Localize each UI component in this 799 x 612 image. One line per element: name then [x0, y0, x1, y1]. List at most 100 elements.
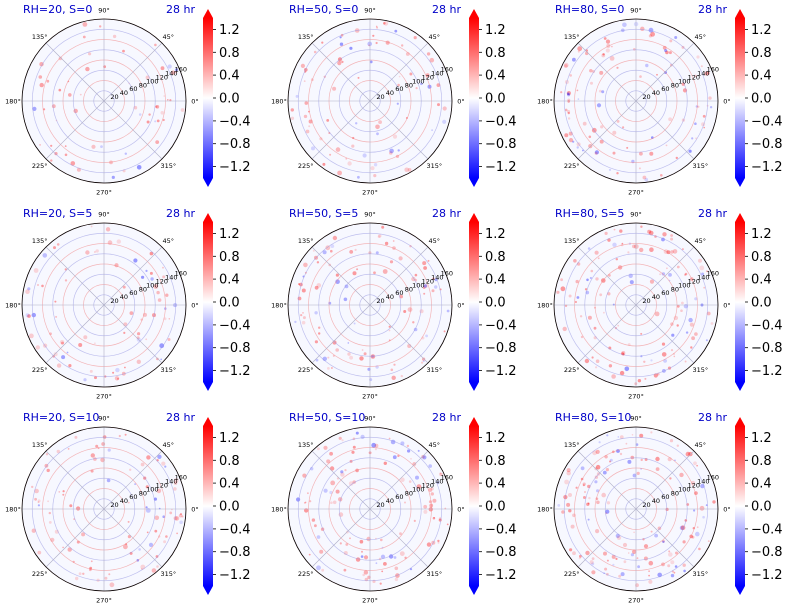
- field-speck: [566, 502, 571, 507]
- field-speck: [321, 41, 324, 44]
- field-speck: [424, 284, 428, 288]
- field-speck: [353, 322, 356, 325]
- field-speck: [301, 288, 306, 293]
- radial-tick-label: 160: [441, 474, 453, 482]
- field-speck: [155, 555, 159, 558]
- angle-tick-label: 90°: [630, 211, 642, 219]
- field-speck: [116, 239, 122, 244]
- field-speck: [363, 352, 367, 356]
- field-speck: [706, 270, 708, 273]
- field-speck: [181, 515, 184, 518]
- field-speck: [605, 468, 609, 472]
- field-speck: [679, 472, 684, 478]
- field-speck: [639, 247, 644, 253]
- field-speck: [335, 279, 340, 284]
- field-speck: [78, 343, 83, 347]
- angle-tick-label: 90°: [98, 7, 110, 15]
- panel-time: 28 hr: [432, 411, 461, 424]
- field-speck: [605, 48, 610, 53]
- angle-tick-label: 0°: [723, 506, 730, 514]
- field-speck: [155, 140, 160, 145]
- radial-tick-label: 80: [139, 285, 147, 293]
- field-speck: [308, 125, 311, 128]
- field-speck: [373, 271, 376, 275]
- field-speck: [355, 431, 359, 435]
- radial-tick-label: 100: [146, 281, 158, 289]
- polar-plot-svg: 0°45°90°135°180°225°270°315°20 40 60 80 1001…: [271, 211, 516, 401]
- field-speck: [665, 144, 668, 147]
- field-speck: [305, 129, 310, 134]
- field-speck: [381, 570, 384, 573]
- field-speck: [173, 516, 178, 521]
- field-speck: [632, 244, 636, 249]
- field-speck: [300, 314, 303, 317]
- field-speck: [376, 26, 378, 29]
- field-speck: [676, 265, 680, 269]
- field-speck: [394, 566, 399, 571]
- colorbar-tick-label: 0.8: [751, 454, 772, 469]
- field-speck: [605, 39, 611, 44]
- field-speck: [29, 333, 34, 339]
- field-speck: [407, 168, 412, 172]
- field-speck: [662, 540, 665, 543]
- field-speck: [100, 145, 103, 149]
- radial-tick-label: 160: [441, 270, 453, 278]
- field-speck: [709, 106, 713, 109]
- field-speck: [329, 490, 333, 495]
- field-speck: [684, 272, 688, 276]
- radial-tick-label: 20: [110, 501, 118, 509]
- field-speck: [156, 119, 160, 123]
- colorbar-tick-label: 0.4: [751, 69, 772, 84]
- field-speck: [296, 497, 301, 502]
- field-speck: [575, 279, 579, 284]
- field-speck: [620, 572, 625, 577]
- angle-tick-label: 90°: [364, 7, 376, 15]
- field-speck: [81, 532, 86, 537]
- field-speck: [122, 285, 126, 289]
- field-speck: [175, 71, 178, 74]
- polar-panel: RH=50, S=0 28 hr 0° 45° 90° 135° 180° 225° 270° 3…: [266, 0, 532, 204]
- field-speck: [661, 352, 667, 357]
- field-speck: [103, 65, 106, 69]
- field-speck: [163, 95, 165, 97]
- colorbar-extend-max: [469, 417, 479, 426]
- field-speck: [114, 376, 120, 381]
- field-speck: [603, 311, 605, 314]
- field-speck: [58, 88, 62, 92]
- field-speck: [359, 356, 364, 361]
- field-speck: [31, 312, 36, 318]
- field-speck: [657, 572, 662, 578]
- field-speck: [148, 542, 154, 547]
- angular-gridline: [369, 246, 429, 306]
- radial-tick-label: 140: [165, 274, 177, 282]
- field-speck: [332, 86, 337, 91]
- field-speck: [309, 500, 312, 503]
- field-speck: [702, 515, 705, 519]
- field-speck: [392, 134, 398, 139]
- field-speck: [639, 433, 644, 438]
- field-speck: [145, 338, 148, 341]
- field-speck: [622, 22, 627, 28]
- field-speck: [609, 56, 615, 61]
- colorbar-tick-label: 0.8: [219, 46, 240, 61]
- field-speck: [429, 57, 435, 63]
- field-speck: [587, 247, 591, 250]
- field-speck: [576, 296, 580, 299]
- field-speck: [688, 149, 692, 153]
- field-speck: [650, 359, 653, 362]
- field-speck: [167, 338, 171, 341]
- field-speck: [643, 556, 648, 561]
- radial-tick-label: 140: [431, 478, 443, 486]
- field-speck: [175, 68, 178, 72]
- field-speck: [373, 174, 377, 178]
- field-speck: [382, 269, 388, 274]
- polar-plot-svg: 0°45°90°135°180°225°270°315°20 40 60 80 1001…: [537, 415, 782, 605]
- field-speck: [572, 57, 576, 62]
- angular-gridline: [577, 508, 637, 568]
- field-speck: [676, 324, 679, 327]
- field-speck: [685, 451, 691, 457]
- radial-tick-label: 120: [156, 74, 168, 82]
- field-speck: [587, 502, 590, 505]
- field-speck: [357, 76, 360, 79]
- field-speck: [375, 124, 380, 130]
